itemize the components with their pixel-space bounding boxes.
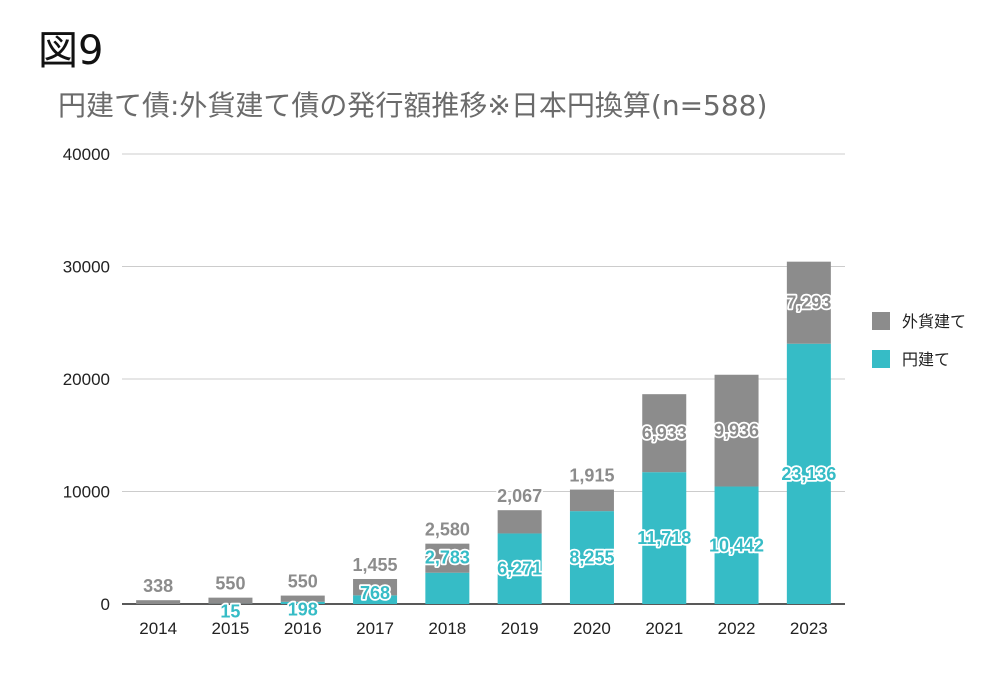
bar-foreign-2014	[136, 600, 181, 604]
x-tick-label: 2017	[356, 619, 394, 638]
data-label-foreign: 550	[215, 574, 245, 594]
data-label-yen: 10,442	[709, 535, 764, 555]
chart-title: 円建て債:外貨建て債の発行額推移※日本円換算(n=588)	[58, 89, 768, 122]
data-label-yen: 23,136	[781, 464, 836, 484]
y-tick-label: 40000	[63, 145, 110, 164]
y-axis: 0 10000 20000 30000 40000	[63, 145, 110, 614]
bar-foreign-2020	[569, 489, 614, 512]
bars	[136, 261, 831, 604]
bar-foreign-2022	[714, 374, 759, 487]
data-label-foreign: 6,933	[642, 423, 687, 443]
legend-label: 円建て	[902, 350, 950, 369]
x-tick-label: 2015	[212, 619, 250, 638]
bar-yen-2021	[642, 472, 687, 604]
bar-yen-2020	[569, 511, 614, 604]
data-label-foreign: 338	[143, 576, 173, 596]
data-label-foreign: 1,915	[569, 466, 614, 486]
x-tick-label: 2018	[428, 619, 466, 638]
data-label-yen: 15	[220, 602, 240, 622]
data-labels: 338 550 15 550 198 1,455 768 2,580 2,783 2,067 6,2…	[141, 291, 838, 623]
bar-foreign-2015	[208, 597, 253, 604]
data-label-yen: 11,718	[637, 528, 691, 548]
bar-yen-2016	[280, 601, 325, 604]
bar-yen-2022	[714, 486, 759, 604]
bar-foreign-2019	[497, 510, 542, 534]
data-label-foreign: 550	[288, 572, 318, 592]
data-label-yen: 198	[288, 600, 318, 620]
bar-foreign-2017	[353, 578, 398, 596]
y-tick-label: 10000	[63, 483, 110, 502]
legend-swatch	[872, 312, 890, 330]
y-tick-label: 30000	[63, 258, 110, 277]
y-tick-label: 0	[101, 595, 110, 614]
bar-yen-2023	[786, 343, 831, 604]
data-label-yen: 6,271	[497, 559, 542, 579]
data-label-yen: 768	[360, 583, 390, 603]
data-label-yen: 2,783	[425, 548, 470, 568]
x-tick-label: 2021	[645, 619, 683, 638]
y-tick-label: 20000	[63, 370, 110, 389]
figure-label: 図9	[38, 28, 104, 74]
bar-foreign-2018	[425, 543, 470, 573]
bar-yen-2018	[425, 572, 470, 604]
x-tick-label: 2020	[573, 619, 611, 638]
bar-foreign-2023	[786, 261, 831, 344]
data-label-foreign: 2,067	[497, 486, 542, 506]
x-tick-label: 2019	[501, 619, 539, 638]
data-label-foreign: 7,293	[786, 293, 831, 313]
bar-foreign-2021	[642, 394, 687, 473]
x-tick-label: 2022	[718, 619, 756, 638]
bar-yen-2019	[497, 533, 542, 604]
x-axis: 2014 2015 2016 2017 2018 2019 2020 2021 2022 2023	[139, 619, 828, 638]
data-label-yen: 8,255	[569, 548, 614, 568]
bar-yen-2017	[353, 595, 398, 604]
legend-swatch	[872, 350, 890, 368]
x-tick-label: 2016	[284, 619, 322, 638]
x-tick-label: 2014	[139, 619, 177, 638]
data-label-foreign: 2,580	[425, 520, 470, 540]
legend-label: 外貨建て	[902, 312, 966, 331]
data-label-foreign: 9,936	[714, 421, 759, 441]
x-tick-label: 2023	[790, 619, 828, 638]
bar-foreign-2016	[280, 595, 325, 602]
data-label-foreign: 1,455	[353, 555, 398, 575]
